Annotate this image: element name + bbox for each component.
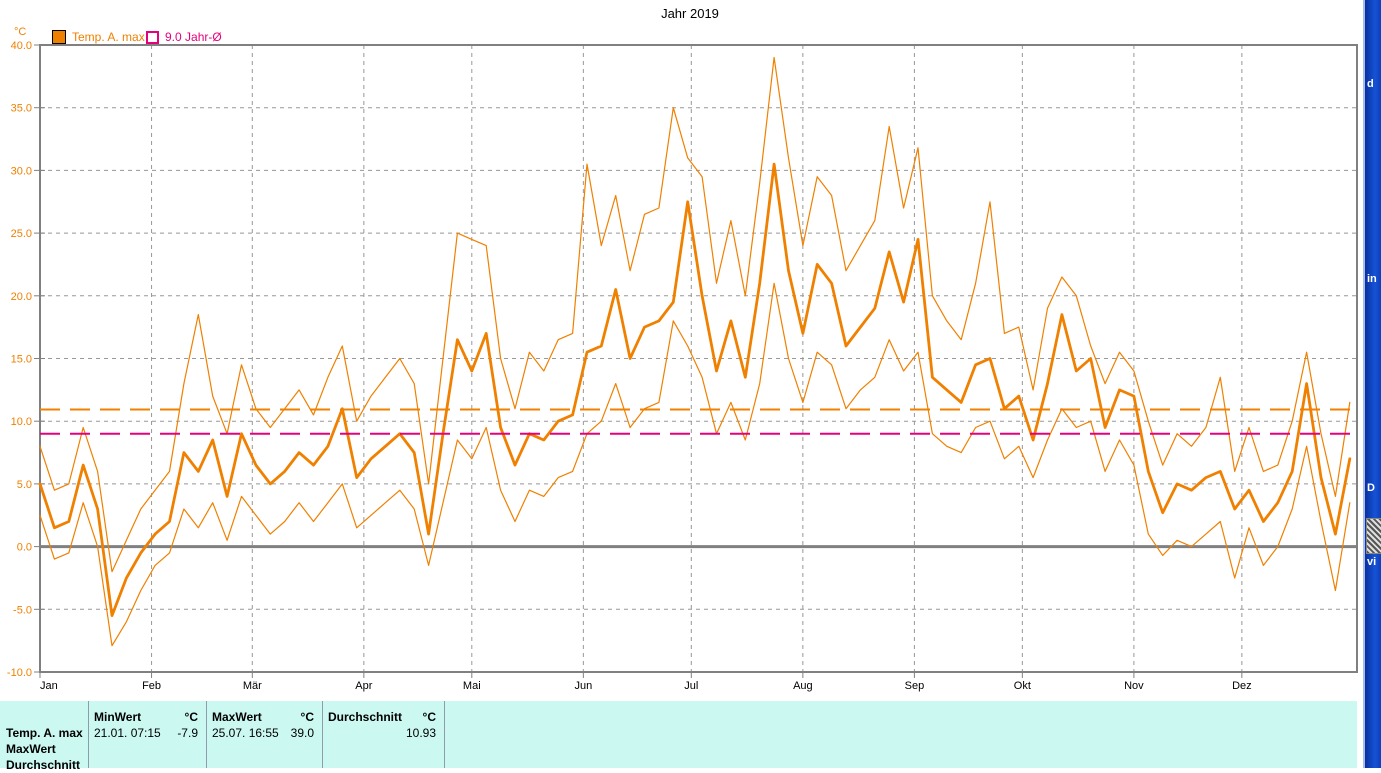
column-header-minwert: MinWert °C	[94, 710, 198, 724]
svg-text:Jun: Jun	[574, 680, 592, 692]
unit-label: °C	[422, 710, 436, 724]
svg-text:Apr: Apr	[355, 680, 372, 692]
stats-table: MinWert °C MaxWert °C Durchschnitt °C Te…	[0, 701, 1357, 772]
svg-text:Nov: Nov	[1124, 680, 1144, 692]
legend-item-temp-a-max: Temp. A. max	[52, 30, 145, 44]
svg-text:20.0: 20.0	[11, 291, 32, 303]
column-header-maxwert: MaxWert °C	[212, 710, 314, 724]
svg-text:5.0: 5.0	[17, 479, 32, 491]
legend-item-jahr-avg: 9.0 Jahr-Ø	[146, 30, 222, 44]
svg-text:15.0: 15.0	[11, 354, 32, 366]
min-value: -7.9	[177, 726, 198, 740]
window-text-fragment: in	[1367, 273, 1377, 285]
svg-text:-10.0: -10.0	[7, 667, 32, 679]
minwert-cell: 21.01. 07:15 -7.9	[94, 726, 198, 741]
window-text-fragment: D	[1367, 482, 1375, 494]
svg-text:10.0: 10.0	[11, 416, 32, 428]
legend-label: Temp. A. max	[72, 30, 145, 44]
row-label-temp-a-max: Temp. A. max	[6, 726, 83, 740]
svg-text:Dez: Dez	[1232, 680, 1252, 692]
svg-text:0.0: 0.0	[17, 542, 32, 554]
svg-text:Mär: Mär	[243, 680, 262, 692]
svg-text:Jul: Jul	[684, 680, 698, 692]
background-window-edge[interactable]: d in D vi	[1363, 0, 1381, 768]
svg-text:Okt: Okt	[1014, 680, 1031, 692]
svg-text:Jan: Jan	[40, 680, 58, 692]
window-text-fragment: d	[1367, 78, 1374, 90]
table-divider	[444, 701, 445, 768]
svg-text:25.0: 25.0	[11, 228, 32, 240]
column-header-durchschnitt: Durchschnitt °C	[328, 710, 436, 724]
svg-text:-5.0: -5.0	[13, 604, 32, 616]
svg-text:40.0: 40.0	[11, 40, 32, 52]
table-divider	[322, 701, 323, 768]
legend-swatch-open-icon	[146, 30, 159, 44]
svg-text:Sep: Sep	[905, 680, 925, 692]
max-value: 39.0	[290, 726, 314, 740]
table-divider	[88, 701, 89, 768]
temperature-line-chart: 40.0 35.0 30.0 25.0 20.0 15.0 10.0 5.0 0.0 -5.0 -1…	[7, 40, 1358, 692]
unit-label: °C	[300, 710, 314, 724]
legend-label: 9.0 Jahr-Ø	[165, 30, 222, 44]
unit-label: °C	[184, 710, 198, 724]
chart-title: Jahr 2019	[661, 6, 719, 21]
svg-text:35.0: 35.0	[11, 103, 32, 115]
svg-text:Aug: Aug	[793, 680, 813, 692]
max-timestamp: 25.07. 16:55	[212, 726, 279, 740]
min-timestamp: 21.01. 07:15	[94, 726, 161, 740]
maxwert-cell: 25.07. 16:55 39.0	[212, 726, 314, 741]
window-icon-fragment	[1366, 518, 1381, 554]
window-text-fragment: vi	[1367, 556, 1377, 568]
svg-text:Mai: Mai	[463, 680, 481, 692]
y-axis-unit-label: °C	[14, 26, 27, 38]
durchschnitt-cell: 10.93	[328, 726, 436, 741]
row-label-durchschnitt: Durchschnitt	[6, 758, 81, 772]
svg-text:Feb: Feb	[142, 680, 161, 692]
row-label-maxwert: MaxWert	[6, 742, 56, 756]
average-value: 10.93	[405, 726, 436, 740]
legend-swatch-filled-icon	[52, 30, 66, 44]
table-divider	[206, 701, 207, 768]
svg-text:30.0: 30.0	[11, 165, 32, 177]
